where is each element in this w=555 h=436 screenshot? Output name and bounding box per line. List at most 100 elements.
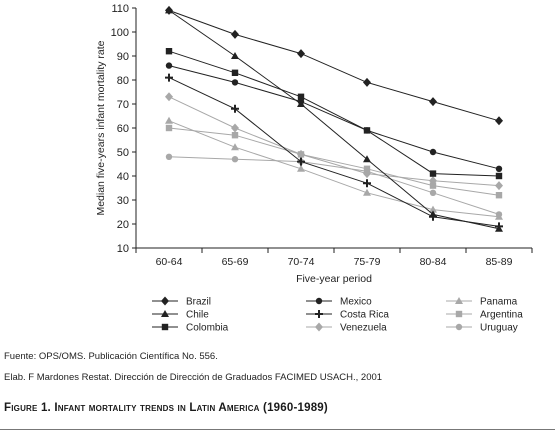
data-point-venezuela [495,181,503,191]
data-point-mexico [495,165,503,172]
legend-label-venezuela: Venezuela [340,323,387,334]
legend-marker-chile [161,310,169,317]
legend-item-costa-rica: Costa Rica [306,310,389,321]
data-point-colombia [297,93,305,100]
data-point-uruguay [363,168,371,175]
legend-item-venezuela: Venezuela [306,322,387,334]
data-point-brazil [297,49,305,59]
bottom-divider [0,429,555,430]
x-tick-label: 75-79 [354,256,381,268]
source-note: Fuente: OPS/OMS. Publicación Científica … [4,351,218,362]
y-tick-label: 70 [117,99,129,111]
data-point-argentina [429,182,437,189]
data-point-colombia [165,48,173,55]
data-point-venezuela [165,92,173,102]
legend-marker-mexico [315,297,323,305]
data-point-panama [231,143,239,151]
legend-item-mexico: Mexico [306,297,372,308]
data-point-argentina [297,151,305,158]
y-tick-label: 80 [117,75,129,87]
y-tick-label: 90 [117,51,129,63]
data-point-colombia [495,172,503,180]
data-point-mexico [165,62,173,69]
data-point-brazil [363,77,371,87]
data-point-mexico [429,148,437,156]
legend-label-uruguay: Uruguay [480,323,518,334]
series-argentina [165,124,503,199]
y-tick-label: 30 [117,195,129,207]
chart-series [165,5,503,232]
data-point-costa-rica [495,222,503,231]
legend-label-colombia: Colombia [186,323,229,334]
legend-marker-uruguay [455,323,463,331]
legend-item-chile: Chile [152,310,209,321]
series-line-chile [168,9,500,230]
data-point-panama [165,116,173,124]
data-point-argentina [231,132,239,139]
legend-label-panama: Panama [480,297,518,308]
legend-item-brazil: Brazil [152,296,211,308]
data-point-chile [363,155,371,163]
data-point-uruguay [165,153,173,160]
legend-label-argentina: Argentina [480,310,523,321]
data-point-panama [297,164,305,172]
chart-axes: 10 20 30 40 50 60 70 80 90 100 110 60-64 65-69 70-74 7… [95,3,533,285]
data-point-argentina [165,124,173,132]
series-chile [165,6,503,232]
data-point-panama [429,205,437,213]
chart: 10 20 30 40 50 60 70 80 90 100 110 60-64 65-69 70-74 7… [95,3,533,334]
series-line-uruguay [168,156,500,215]
series-line-argentina [168,127,500,196]
series-line-brazil [168,9,500,122]
y-axis-label: Median five-years infant mortality rate [95,40,107,215]
author-note: Elab. F Mardones Restat. Dirección de Di… [4,372,383,383]
x-tick-label: 60-64 [156,256,183,268]
series-uruguay [165,153,503,218]
series-panama [165,116,503,220]
legend-item-panama: Panama [446,297,518,308]
legend-marker-costa-rica [315,310,323,318]
series-mexico [165,62,503,172]
data-point-costa-rica [231,104,239,113]
data-point-chile [165,6,173,14]
series-line-mexico [168,65,500,170]
data-point-brazil [231,29,239,39]
legend-marker-argentina [455,310,463,318]
series-line-costa-rica [168,77,500,227]
y-tick-label: 50 [117,147,129,159]
y-tick-label: 20 [117,219,129,231]
legend-marker-colombia [161,323,169,331]
data-point-panama [363,188,371,196]
series-brazil [165,5,503,126]
legend-label-costa-rica: Costa Rica [340,310,389,321]
x-tick-label: 65-69 [222,256,249,268]
legend-label-mexico: Mexico [340,297,372,308]
legend-marker-panama [455,297,463,304]
series-line-colombia [168,50,500,177]
data-point-venezuela [231,123,239,133]
data-point-mexico [231,79,239,86]
data-point-argentina [495,192,503,199]
data-point-costa-rica [297,157,305,166]
y-tick-label: 100 [111,27,129,39]
data-point-brazil [495,116,503,126]
legend-item-uruguay: Uruguay [446,323,518,334]
y-tick-label: 10 [117,243,129,255]
data-point-brazil [429,97,437,107]
data-point-mexico [363,127,371,134]
legend-label-brazil: Brazil [186,297,211,308]
legend-item-argentina: Argentina [446,310,523,321]
legend-marker-venezuela [315,322,323,332]
x-tick-label: 70-74 [288,256,315,268]
legend-label-chile: Chile [186,310,209,321]
data-point-uruguay [495,211,503,218]
data-point-mexico [297,98,305,105]
y-tick-label: 110 [111,3,129,15]
series-line-panama [168,120,500,218]
chart-legend: Brazil Chile Colombia Mexico Costa Rica Venez… [152,296,523,334]
data-point-costa-rica [363,179,371,188]
figure-caption: Figure 1. Infant mortality trends in Lat… [4,402,328,414]
y-tick-label: 40 [117,171,129,183]
data-point-chile [231,52,239,59]
series-line-venezuela [168,96,500,187]
